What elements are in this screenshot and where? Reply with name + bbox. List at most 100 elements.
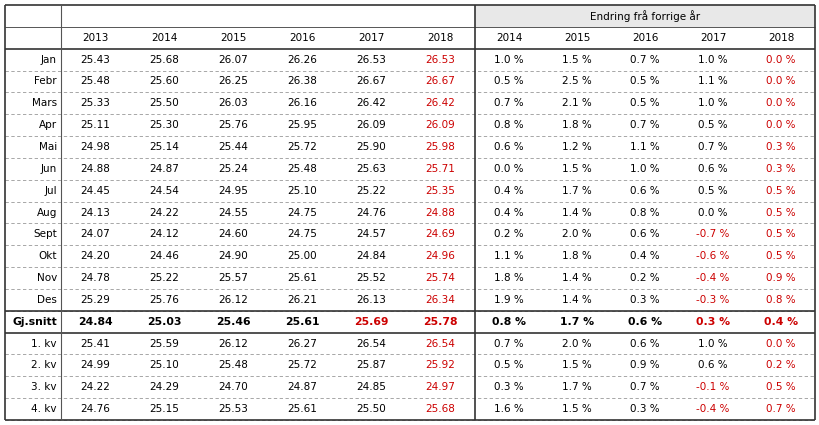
Text: 1.0 %: 1.0 % [697,54,727,65]
Text: 25.74: 25.74 [425,273,455,283]
Text: 25.33: 25.33 [80,98,110,108]
Text: 26.42: 26.42 [425,98,455,108]
Text: 24.95: 24.95 [218,186,248,196]
Text: 2.0 %: 2.0 % [562,230,591,239]
Text: 1.0 %: 1.0 % [697,98,727,108]
Text: 1.9 %: 1.9 % [494,295,523,305]
Text: 2014: 2014 [151,33,178,43]
Text: 25.92: 25.92 [425,360,455,371]
Text: 0.7 %: 0.7 % [629,120,659,130]
Text: 2016: 2016 [289,33,315,43]
Text: 26.16: 26.16 [287,98,317,108]
Text: 25.59: 25.59 [149,339,179,348]
Text: 24.12: 24.12 [149,230,179,239]
Text: 24.57: 24.57 [356,230,386,239]
Text: 1.5 %: 1.5 % [561,164,591,174]
Text: 0.3 %: 0.3 % [629,295,659,305]
Text: 2018: 2018 [767,33,794,43]
Text: 1.1 %: 1.1 % [697,76,727,86]
Text: 0.2 %: 0.2 % [494,230,523,239]
Text: 24.98: 24.98 [80,142,110,152]
Text: Des: Des [37,295,57,305]
Text: Mars: Mars [32,98,57,108]
Text: 26.26: 26.26 [287,54,317,65]
Text: Mai: Mai [38,142,57,152]
Text: 0.0 %: 0.0 % [765,120,794,130]
Text: 0.5 %: 0.5 % [629,98,659,108]
Text: 24.84: 24.84 [78,317,112,327]
Text: 1.7 %: 1.7 % [561,382,591,392]
Text: 1.5 %: 1.5 % [561,404,591,414]
Text: Apr: Apr [38,120,57,130]
Text: 2015: 2015 [220,33,247,43]
Text: 26.42: 26.42 [356,98,386,108]
Text: 24.88: 24.88 [80,164,110,174]
Text: 0.7 %: 0.7 % [494,98,523,108]
Text: 24.88: 24.88 [425,207,455,218]
Text: 0.6 %: 0.6 % [629,230,659,239]
Text: 1.2 %: 1.2 % [561,142,591,152]
Text: 0.2 %: 0.2 % [629,273,659,283]
Text: 0.4 %: 0.4 % [629,251,659,261]
Text: 2016: 2016 [631,33,658,43]
Text: 0.8 %: 0.8 % [629,207,659,218]
Text: Jun: Jun [40,164,57,174]
Text: 24.69: 24.69 [425,230,455,239]
Text: 24.87: 24.87 [149,164,179,174]
Text: 2.5 %: 2.5 % [561,76,591,86]
Text: 24.54: 24.54 [149,186,179,196]
Text: 3. kv: 3. kv [31,382,57,392]
Text: 0.6 %: 0.6 % [627,317,661,327]
Text: 1.0 %: 1.0 % [629,164,659,174]
Text: Jan: Jan [41,54,57,65]
Text: 25.57: 25.57 [218,273,248,283]
Text: 25.10: 25.10 [287,186,317,196]
Text: 0.6 %: 0.6 % [629,186,659,196]
Text: -0.1 %: -0.1 % [695,382,729,392]
Text: 0.0 %: 0.0 % [765,76,794,86]
Text: 0.4 %: 0.4 % [494,186,523,196]
Text: Endring frå forrige år: Endring frå forrige år [589,10,699,22]
Text: 25.29: 25.29 [80,295,110,305]
Text: 0.5 %: 0.5 % [629,76,659,86]
Text: 25.61: 25.61 [287,273,317,283]
Text: 2018: 2018 [427,33,453,43]
Text: 25.61: 25.61 [285,317,319,327]
Text: 0.0 %: 0.0 % [765,98,794,108]
Text: 25.76: 25.76 [218,120,248,130]
Text: Okt: Okt [38,251,57,261]
Text: Nov: Nov [37,273,57,283]
Text: 2.1 %: 2.1 % [561,98,591,108]
Text: Sept: Sept [33,230,57,239]
Text: 24.90: 24.90 [218,251,248,261]
Text: 24.46: 24.46 [149,251,179,261]
Text: 1.5 %: 1.5 % [561,360,591,371]
Text: Aug: Aug [36,207,57,218]
Text: 0.5 %: 0.5 % [494,76,523,86]
Text: 0.7 %: 0.7 % [629,54,659,65]
Text: 26.12: 26.12 [218,295,248,305]
Text: 25.53: 25.53 [218,404,248,414]
Text: 1.1 %: 1.1 % [629,142,659,152]
Text: 1.1 %: 1.1 % [494,251,523,261]
Text: 25.78: 25.78 [423,317,457,327]
Text: 24.20: 24.20 [80,251,110,261]
Text: 26.21: 26.21 [287,295,317,305]
Text: 26.03: 26.03 [218,98,248,108]
Text: 25.24: 25.24 [218,164,248,174]
Text: 2017: 2017 [358,33,384,43]
Text: 2.0 %: 2.0 % [562,339,591,348]
Text: 25.60: 25.60 [149,76,179,86]
Text: 24.97: 24.97 [425,382,455,392]
Text: 24.29: 24.29 [149,382,179,392]
Text: 0.8 %: 0.8 % [491,317,525,327]
Text: Febr: Febr [34,76,57,86]
Text: 25.50: 25.50 [149,98,179,108]
Text: 26.12: 26.12 [218,339,248,348]
Text: 25.71: 25.71 [425,164,455,174]
Text: 25.48: 25.48 [287,164,317,174]
Text: 24.84: 24.84 [356,251,386,261]
Text: 0.7 %: 0.7 % [629,382,659,392]
Text: 0.5 %: 0.5 % [765,382,794,392]
Text: 1.6 %: 1.6 % [494,404,523,414]
